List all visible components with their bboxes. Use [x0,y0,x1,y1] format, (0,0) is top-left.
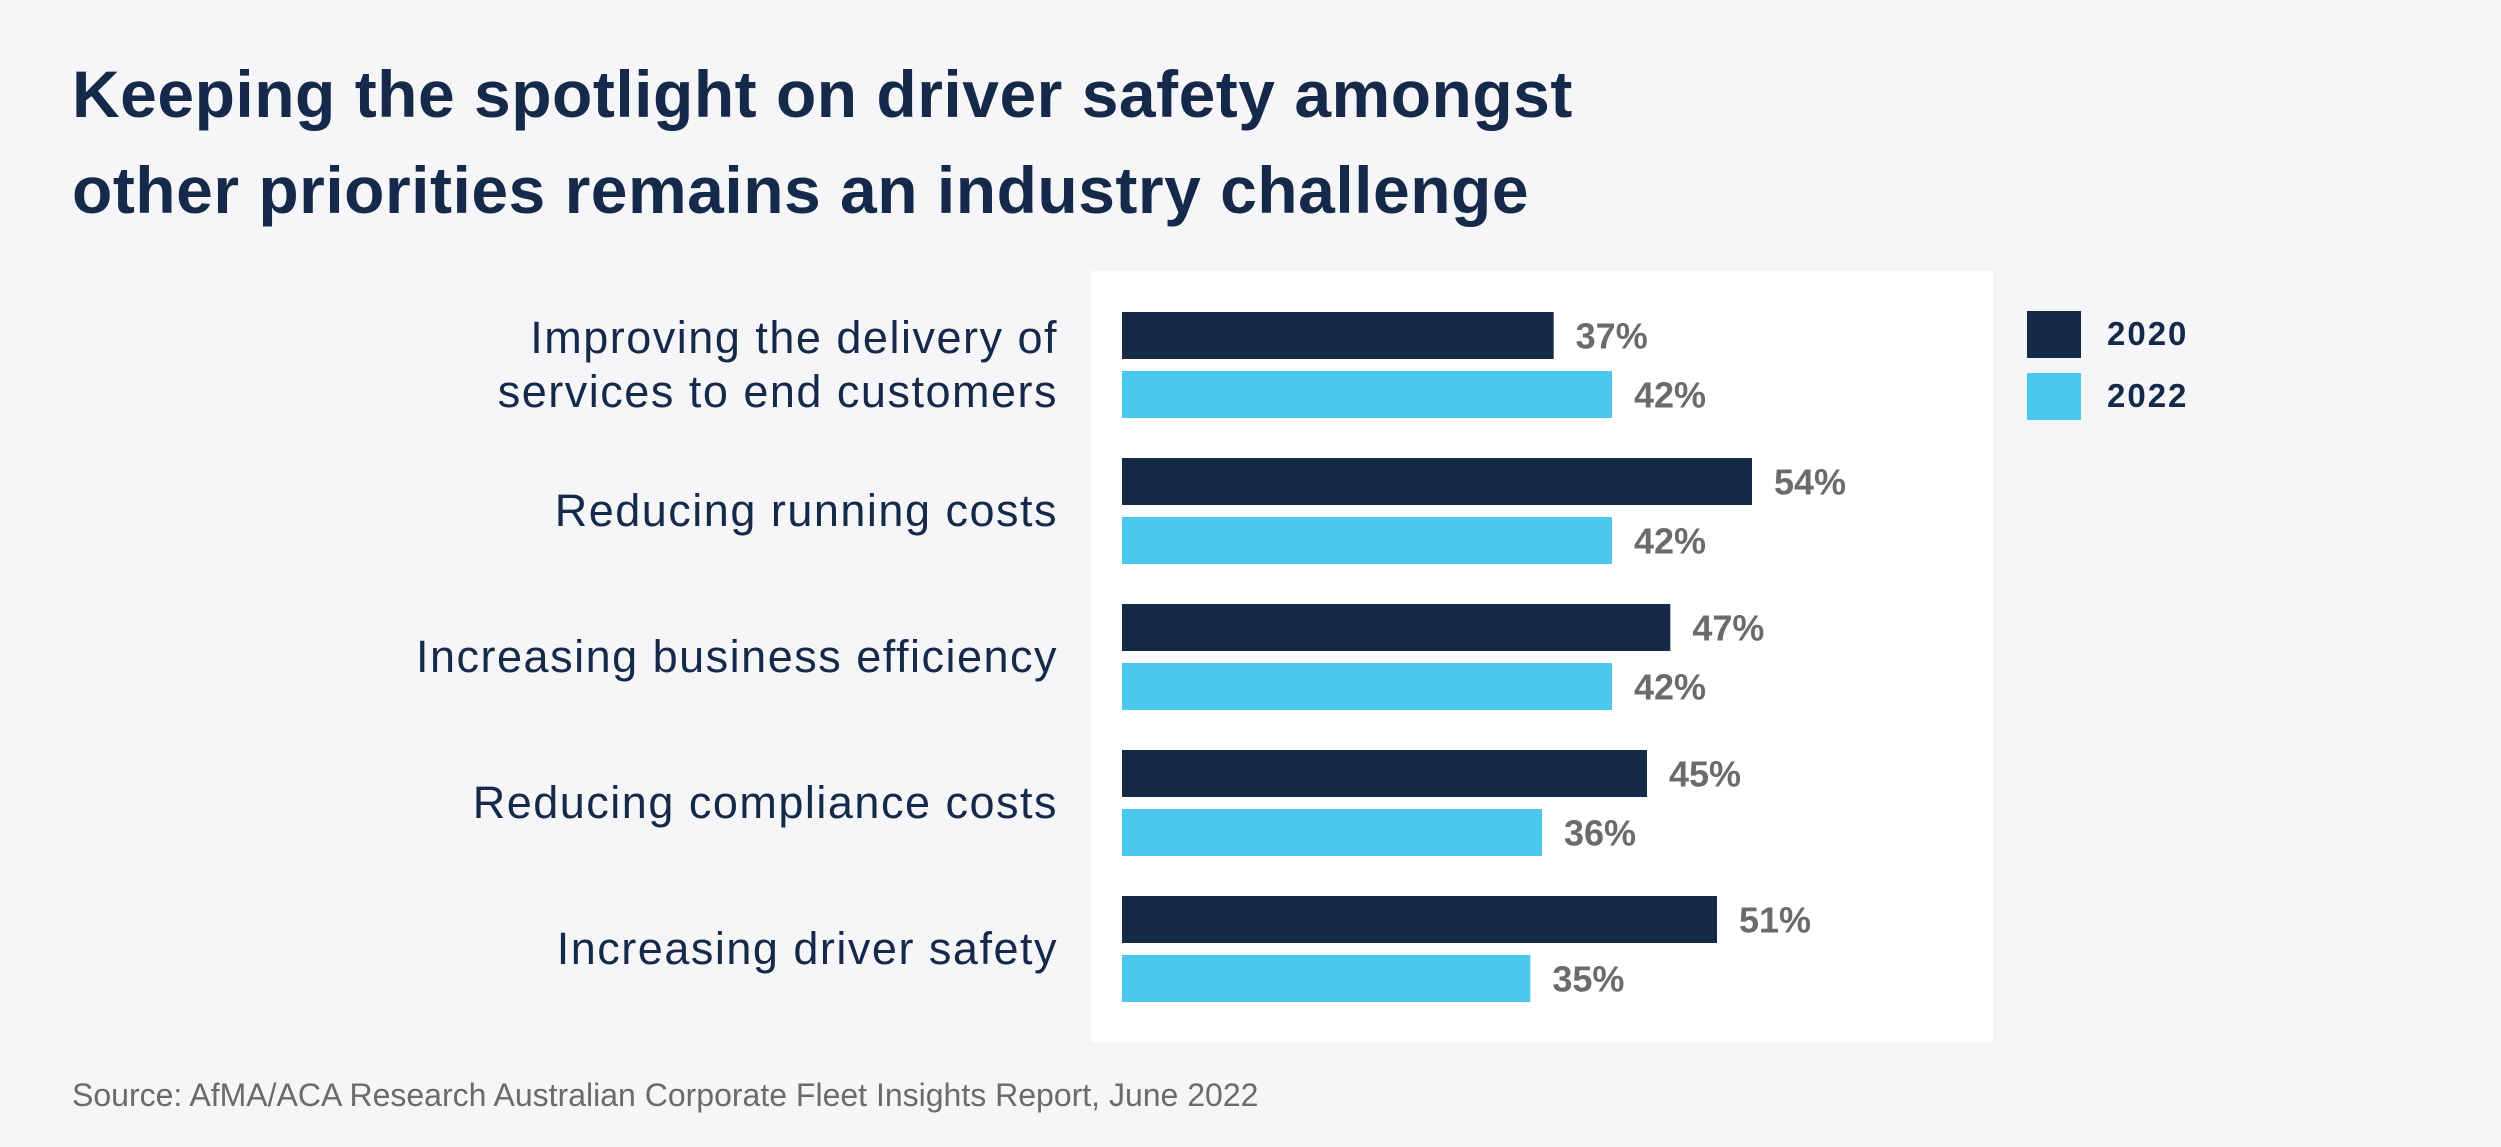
category-label-2: Reducing running costs [555,485,1058,536]
category-label-1-line-2: services to end customers [498,366,1058,417]
category-label-5: Increasing driver safety [557,923,1058,974]
bar-2020-category-1 [1122,312,1554,359]
bar-2022-category-1 [1122,371,1612,418]
bar-2022-category-4 [1122,809,1542,856]
value-label-2022-category-3: 42% [1634,667,1706,708]
chart-title-line-1: Keeping the spotlight on driver safety a… [72,57,1573,131]
category-label-4: Reducing compliance costs [473,777,1058,828]
value-label-2020-category-1: 37% [1576,316,1648,357]
legend-swatch-2020 [2027,310,2081,358]
bar-2022-category-2 [1122,517,1612,564]
legend: 2020 2022 [2027,309,2188,433]
legend-swatch-2022 [2027,372,2081,420]
category-label-3: Increasing business efficiency [416,631,1058,682]
value-label-2022-category-1: 42% [1634,375,1706,416]
bar-2020-category-4 [1122,750,1647,797]
category-label-1-line-1: Improving the delivery of [530,312,1058,363]
value-label-2022-category-5: 35% [1552,959,1624,1000]
legend-label-2022: 2022 [2107,377,2189,414]
legend-label-2020: 2020 [2107,315,2189,352]
value-label-2022-category-4: 36% [1564,813,1636,854]
value-label-2020-category-2: 54% [1774,462,1846,503]
chart-title: Keeping the spotlight on driver safety a… [72,46,1573,238]
legend-item-2022: 2022 [2027,371,2188,421]
bar-2020-category-5 [1122,896,1717,943]
value-label-2020-category-3: 47% [1692,608,1764,649]
value-label-2022-category-2: 42% [1634,521,1706,562]
chart-title-line-2: other priorities remains an industry cha… [72,153,1530,227]
bar-2022-category-3 [1122,663,1612,710]
bar-2020-category-3 [1122,604,1671,651]
value-label-2020-category-4: 45% [1669,754,1741,795]
value-label-2020-category-5: 51% [1739,900,1811,941]
bar-2020-category-2 [1122,458,1752,505]
bar-2022-category-5 [1122,955,1531,1002]
source-note: Source: AfMA/ACA Research Australian Cor… [72,1077,1259,1113]
legend-item-2020: 2020 [2027,309,2188,359]
